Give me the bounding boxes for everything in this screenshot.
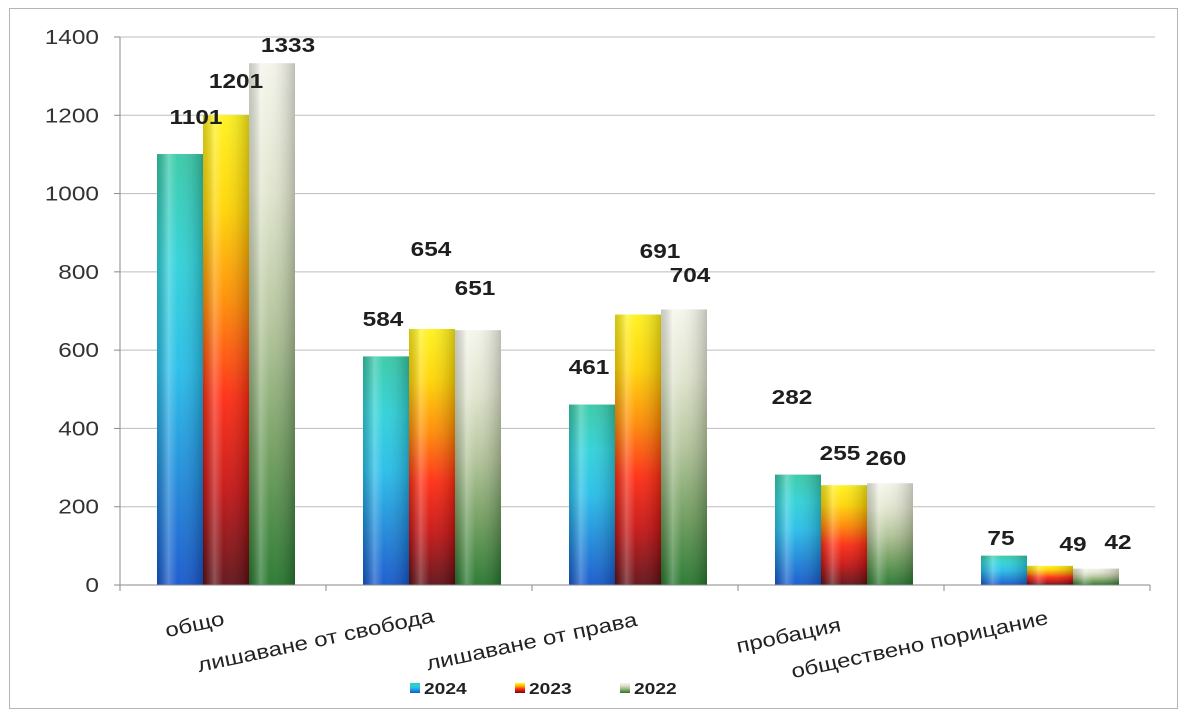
bar-2022-1 bbox=[249, 63, 295, 586]
legend: 2024 2023 2022 bbox=[410, 680, 677, 698]
bar-2024-2 bbox=[363, 356, 409, 585]
y-tick-label: 1200 bbox=[45, 104, 99, 126]
legend-item-2022: 2022 bbox=[620, 680, 677, 698]
bar-2022-2 bbox=[455, 330, 501, 585]
y-tick-label: 400 bbox=[58, 417, 99, 439]
bar-highlight bbox=[1073, 568, 1119, 585]
y-tick-label: 600 bbox=[58, 339, 99, 361]
data-label-2022-4: 260 bbox=[866, 447, 907, 469]
axes bbox=[114, 36, 1151, 591]
legend-item-2024: 2024 bbox=[410, 680, 467, 698]
data-label-2023-2: 654 bbox=[411, 238, 452, 260]
chart-frame bbox=[9, 8, 1178, 709]
bars bbox=[157, 63, 1119, 586]
y-tick-label: 0 bbox=[85, 574, 99, 596]
legend-swatch bbox=[515, 683, 525, 693]
data-label-2024-5: 75 bbox=[987, 527, 1014, 549]
data-label-2023-4: 255 bbox=[820, 442, 861, 464]
category-label: пробация bbox=[734, 613, 843, 657]
bar-highlight bbox=[821, 485, 867, 585]
y-tick-label: 800 bbox=[58, 261, 99, 283]
bar-highlight bbox=[409, 329, 455, 585]
category-label: лишаване от права bbox=[424, 608, 640, 675]
legend-swatch bbox=[410, 683, 420, 693]
bar-2023-1 bbox=[203, 114, 249, 585]
bar-highlight bbox=[775, 474, 821, 585]
bar-2023-3 bbox=[615, 314, 661, 585]
bar-highlight bbox=[157, 154, 203, 585]
data-label-2023-3: 691 bbox=[640, 240, 681, 262]
y-tick-label: 1000 bbox=[45, 183, 99, 205]
legend-label: 2024 bbox=[424, 680, 467, 698]
bar-2024-1 bbox=[157, 154, 203, 585]
bar-highlight bbox=[569, 404, 615, 585]
bar-2022-4 bbox=[867, 483, 913, 585]
category-label: общо bbox=[163, 607, 226, 642]
bar-highlight bbox=[981, 555, 1027, 585]
bar-2022-3 bbox=[661, 309, 707, 585]
bar-highlight bbox=[363, 356, 409, 585]
bar-highlight bbox=[615, 314, 661, 585]
legend-swatch bbox=[620, 683, 630, 693]
bar-highlight bbox=[1027, 565, 1073, 585]
bar-2023-2 bbox=[409, 329, 455, 585]
data-label-2022-1: 1333 bbox=[261, 34, 315, 56]
data-label-2022-5: 42 bbox=[1104, 531, 1131, 553]
bar-2024-5 bbox=[981, 555, 1027, 585]
legend-label: 2022 bbox=[634, 680, 677, 698]
data-label-2024-4: 282 bbox=[772, 386, 813, 408]
bar-highlight bbox=[203, 114, 249, 585]
data-label-2022-3: 704 bbox=[670, 264, 711, 286]
legend-label: 2023 bbox=[529, 680, 572, 698]
data-label-2024-2: 584 bbox=[363, 308, 404, 330]
legend-item-2023: 2023 bbox=[515, 680, 572, 698]
bar-2024-4 bbox=[775, 474, 821, 585]
data-labels: 1101 584 461 282 75 1201 654 691 255 49 1333 651 704… bbox=[170, 34, 1132, 555]
data-label-2023-1: 1201 bbox=[209, 70, 263, 92]
bar-2023-5 bbox=[1027, 565, 1073, 585]
y-tick-label: 1400 bbox=[45, 26, 99, 48]
y-tick-labels: 0 200 400 600 800 1000 1200 1400 bbox=[45, 26, 99, 596]
bar-highlight bbox=[249, 63, 295, 586]
bar-highlight bbox=[455, 330, 501, 585]
data-label-2022-2: 651 bbox=[455, 277, 496, 299]
data-label-2024-1: 1101 bbox=[170, 106, 223, 128]
bar-2024-3 bbox=[569, 404, 615, 585]
data-label-2024-3: 461 bbox=[569, 356, 610, 378]
data-label-2023-5: 49 bbox=[1059, 533, 1086, 555]
bar-2023-4 bbox=[821, 485, 867, 585]
category-label: лишаване от свобода bbox=[195, 604, 436, 676]
bar-2022-5 bbox=[1073, 568, 1119, 585]
y-tick-label: 200 bbox=[58, 496, 99, 518]
bar-highlight bbox=[867, 483, 913, 585]
bar-highlight bbox=[661, 309, 707, 585]
